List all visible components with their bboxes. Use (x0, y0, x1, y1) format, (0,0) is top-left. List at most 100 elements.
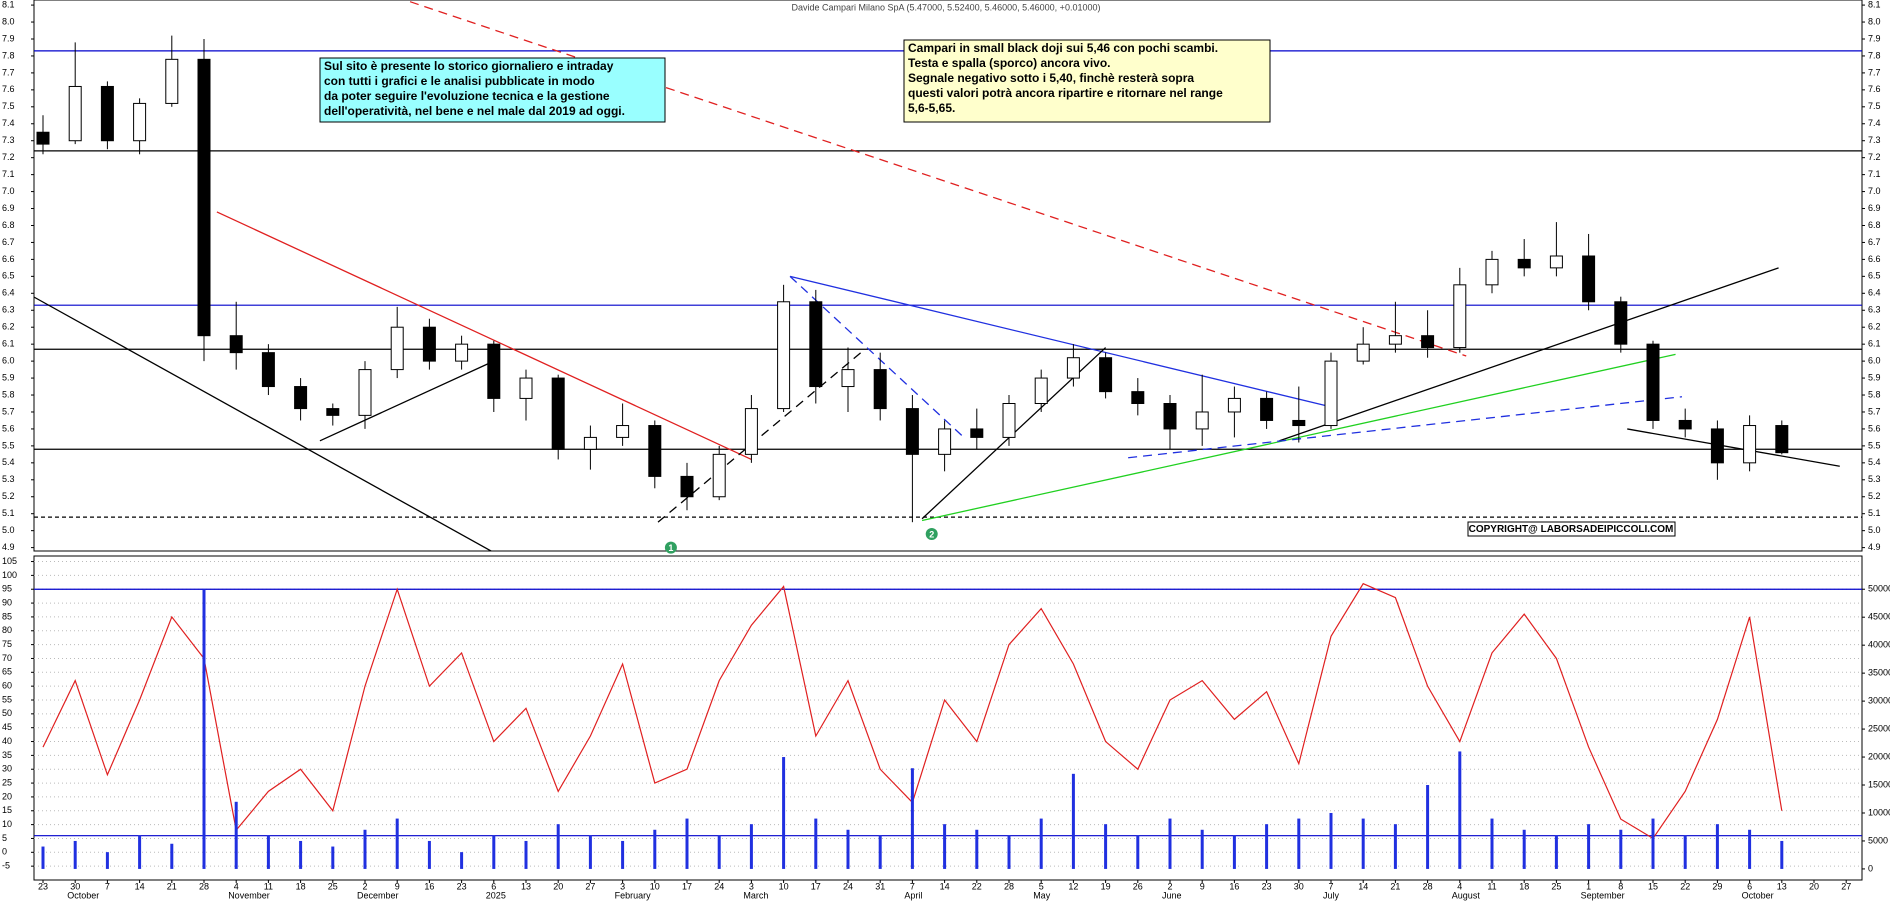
candle-body (1775, 425, 1789, 454)
candle-body (1582, 255, 1596, 303)
y2-tick-label: 0 (1868, 863, 1873, 873)
x-tick-label: 2 (362, 881, 367, 891)
y-tick-label: 95 (2, 584, 12, 594)
month-label: August (1452, 890, 1481, 900)
volume-bar (234, 801, 238, 869)
volume-bar (524, 840, 528, 869)
y-tick-label: 7.2 (2, 152, 15, 162)
volume-bar (1200, 829, 1204, 869)
candle-body (165, 58, 179, 104)
candle-body (68, 85, 82, 142)
volume-bar (1554, 835, 1558, 869)
candle-body (1227, 397, 1241, 413)
y-tick-label: 45 (2, 722, 12, 732)
volume-bar (749, 824, 753, 869)
y-tick-label-right: 7.4 (1868, 118, 1881, 128)
chart-title: Davide Campari Milano SpA (5.47000, 5.52… (792, 2, 1101, 12)
candle-body (583, 436, 597, 450)
candle-body (1743, 425, 1757, 464)
candle-body (680, 475, 694, 498)
volume-bar (1683, 835, 1687, 869)
note-box (903, 39, 1271, 123)
y-tick-label-right: 6.9 (1868, 203, 1881, 213)
y2-tick-label: 20000 (1868, 751, 1890, 761)
y-tick-label: 7.1 (2, 169, 15, 179)
y2-tick-label: 30000 (1868, 695, 1890, 705)
candle-body (744, 408, 758, 455)
x-tick-label: 7 (1328, 881, 1333, 891)
x-tick-label: 23 (457, 881, 467, 891)
volume-bar (556, 824, 560, 869)
candle-body (1388, 335, 1402, 345)
candle-body (1614, 301, 1628, 345)
x-tick-label: 12 (1068, 881, 1078, 891)
y-tick-label-right: 5.4 (1868, 457, 1881, 467)
volume-bar (1007, 835, 1011, 869)
candle-body (197, 58, 211, 337)
y-tick-label-right: 6.5 (1868, 271, 1881, 281)
x-tick-label: 16 (1229, 881, 1239, 891)
y-tick-label: 7.6 (2, 84, 15, 94)
x-tick-label: 14 (135, 881, 145, 891)
volume-bar (1232, 835, 1236, 869)
candle-body (1292, 419, 1306, 427)
volume-bar (878, 835, 882, 869)
candle-body (616, 425, 630, 438)
y2-tick-label: 25000 (1868, 723, 1890, 733)
volume-bar (299, 840, 303, 869)
y-tick-label: 7.4 (2, 118, 15, 128)
month-label: June (1162, 890, 1182, 900)
x-tick-label: 8 (1618, 881, 1623, 891)
y-tick-label: 25 (2, 777, 12, 787)
y-tick-label: 55 (2, 694, 12, 704)
volume-bar (1780, 840, 1784, 869)
x-tick-label: 22 (972, 881, 982, 891)
volume-bar (1361, 818, 1365, 869)
candle-body (1034, 377, 1048, 405)
volume-bar (782, 757, 786, 869)
month-label: April (904, 890, 922, 900)
volume-bar (1715, 824, 1719, 869)
candle-body (1099, 357, 1113, 393)
y-tick-label: 7.9 (2, 33, 15, 43)
y-tick-label: 105 (2, 556, 17, 566)
candle-body (422, 326, 436, 362)
y-tick-label-right: 5.0 (1868, 525, 1881, 535)
note-line: 5,6-5,65. (908, 101, 955, 115)
candle-body (1195, 411, 1209, 430)
candle-body (873, 369, 887, 410)
y-tick-label: 15 (2, 805, 12, 815)
candle-body (712, 453, 726, 498)
x-tick-label: 6 (491, 881, 496, 891)
x-tick-label: 16 (424, 881, 434, 891)
candle-body (938, 428, 952, 455)
trend-line (1627, 428, 1840, 467)
candle-body (1646, 343, 1660, 421)
volume-bar (41, 846, 45, 869)
y-tick-label-right: 7.3 (1868, 135, 1881, 145)
volume-bar (1619, 829, 1623, 869)
volume-bar (1522, 829, 1526, 869)
y-tick-label-right: 5.2 (1868, 491, 1881, 501)
x-tick-label: 1 (1586, 881, 1591, 891)
month-label: October (67, 890, 99, 900)
candle-body (36, 131, 50, 145)
note-line: questi valori potrà ancora ripartire e r… (908, 86, 1223, 100)
x-tick-label: 7 (910, 881, 915, 891)
x-tick-label: 7 (105, 881, 110, 891)
y-tick-label: 5.3 (2, 474, 15, 484)
x-tick-label: 28 (1004, 881, 1014, 891)
y-tick-label: 50 (2, 708, 12, 718)
x-tick-label: 17 (682, 881, 692, 891)
marker-label: 2 (929, 529, 934, 539)
x-tick-label: 30 (1294, 881, 1304, 891)
volume-bar (1265, 824, 1269, 869)
y-tick-label: 5.5 (2, 440, 15, 450)
trend-line (216, 211, 752, 461)
oscillator-layer (34, 561, 1862, 869)
volume-bar (202, 589, 206, 869)
volume-bar (1651, 818, 1655, 869)
y2-tick-label: 15000 (1868, 779, 1890, 789)
candle-body (326, 408, 340, 416)
volume-bar (363, 829, 367, 869)
